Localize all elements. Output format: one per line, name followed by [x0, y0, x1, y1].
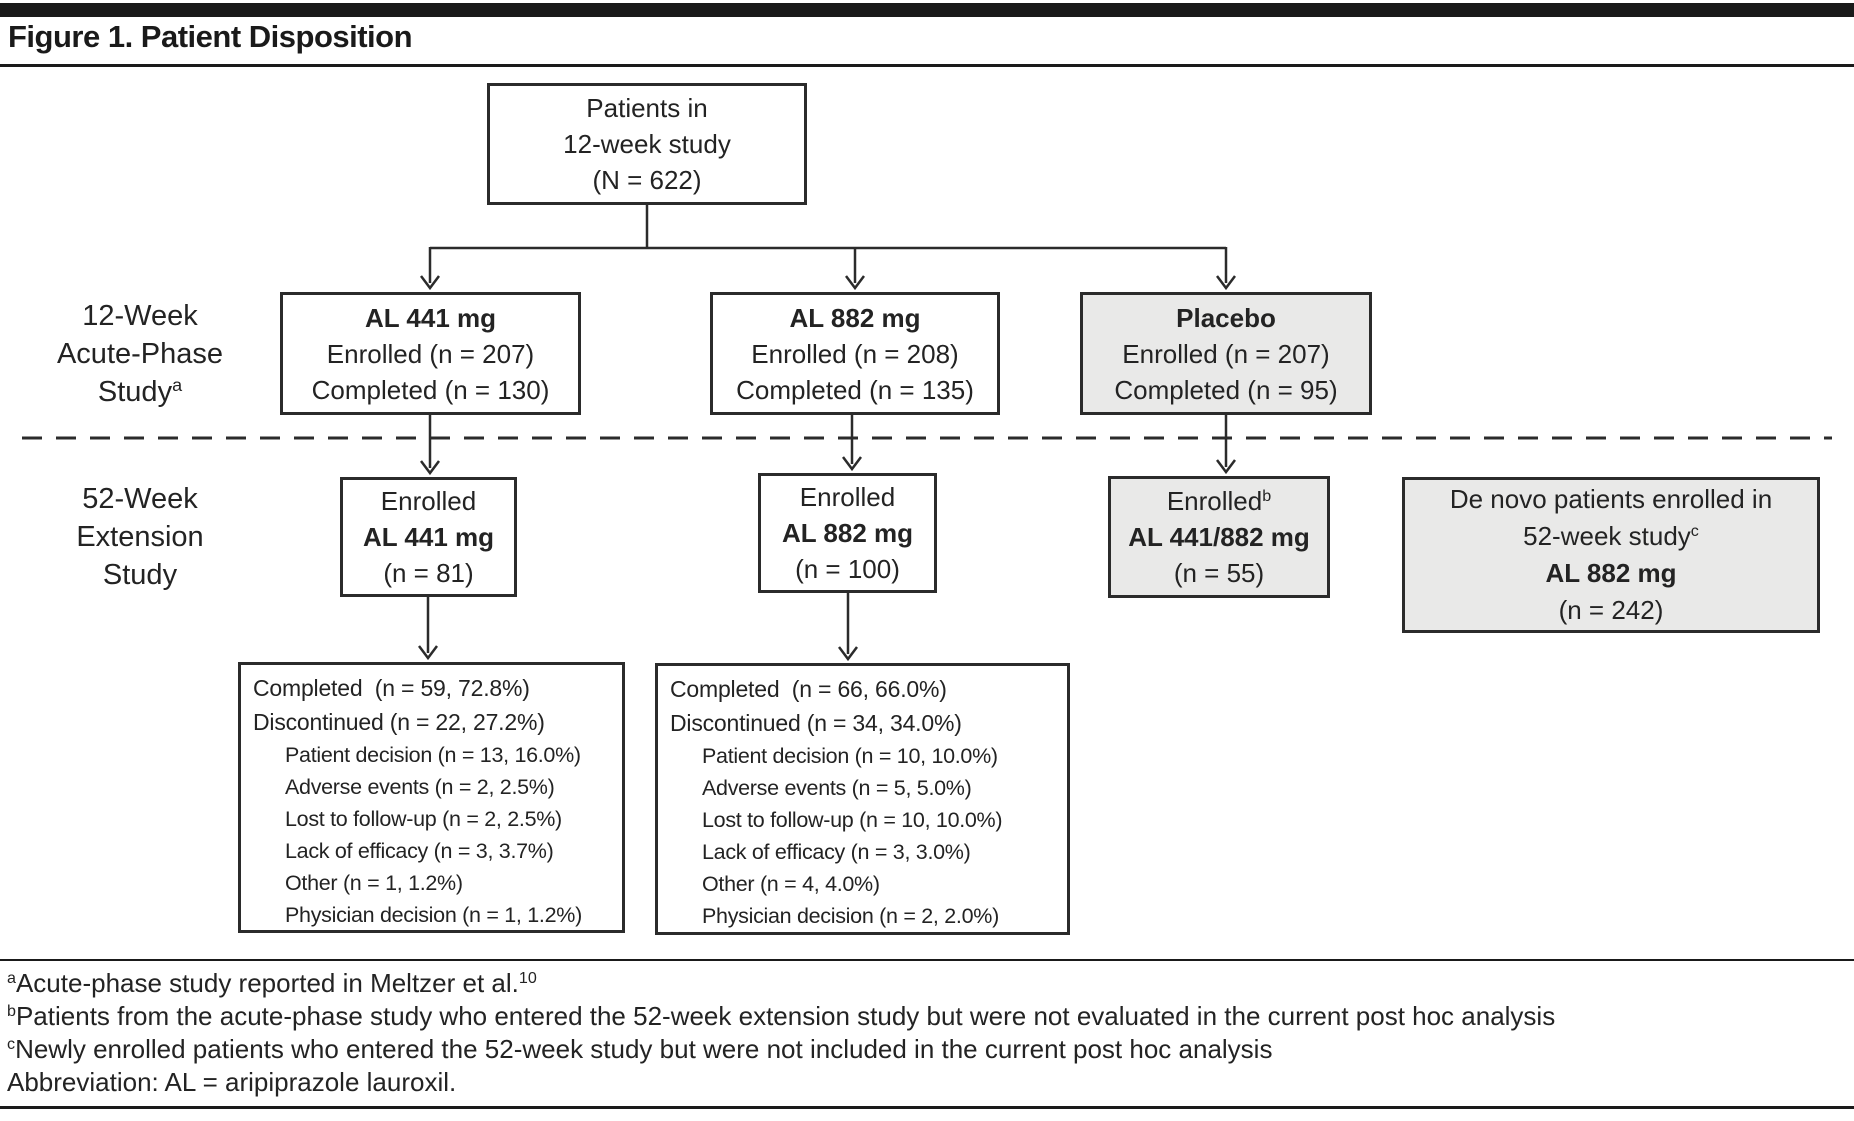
- node-acute-al882-title: AL 882 mg: [789, 302, 921, 333]
- top-black-bar: [0, 3, 1854, 17]
- node-ext-al882-title: AL 882 mg: [781, 518, 913, 548]
- footnote-c: cNewly enrolled patients who entered the…: [7, 1033, 1272, 1066]
- extension-phase-label: 52-Week Extension Study: [30, 480, 250, 594]
- footnote-top-rule: [0, 959, 1854, 961]
- node-ext-pooled: Enrolledb AL 441/882 mg (n = 55): [1108, 476, 1330, 598]
- arrowhead-al882-acute: [845, 275, 865, 291]
- footnote-c-marker: c: [7, 1035, 16, 1054]
- acute-phase-label: 12-Week Acute-Phase Studya: [30, 297, 250, 411]
- acute-phase-label-line3: Studya: [30, 373, 250, 411]
- outcome-al882-reason: Adverse events (n = 5, 5.0%): [702, 776, 972, 800]
- extension-phase-label-line1: 52-Week: [82, 483, 198, 515]
- node-patients-line1: Patients in: [586, 93, 708, 123]
- node-ext-al441-title: AL 441 mg: [362, 522, 494, 552]
- outcome-al441-reason: Other (n = 1, 1.2%): [285, 871, 463, 895]
- node-denovo-line1: De novo patients enrolled in: [1449, 484, 1773, 514]
- arrowhead-pooled-extension: [1216, 459, 1236, 475]
- footnote-b-text: Patients from the acute-phase study who …: [15, 1001, 1556, 1031]
- arrowhead-al882-outcome: [838, 646, 858, 662]
- node-acute-al441: AL 441 mg Enrolled (n = 207) Completed (…: [280, 292, 581, 415]
- node-denovo-line2-text: 52-week study: [1523, 521, 1691, 551]
- node-acute-al882-completed: Completed (n = 135): [736, 374, 974, 405]
- arrowhead-al441-outcome: [418, 645, 438, 661]
- outcome-al882-reason: Lack of efficacy (n = 3, 3.0%): [702, 840, 971, 864]
- node-acute-placebo-title: Placebo: [1176, 302, 1276, 333]
- node-ext-pooled-enrolled-text: Enrolled: [1166, 486, 1263, 516]
- title-divider-rule: [0, 64, 1854, 67]
- node-ext-al441: Enrolled AL 441 mg (n = 81): [340, 477, 517, 597]
- acute-phase-label-study: Study: [97, 376, 173, 408]
- node-ext-al882: Enrolled AL 882 mg (n = 100): [758, 473, 937, 593]
- outcome-al882-completed: Completed (n = 66, 66.0%): [670, 676, 947, 702]
- arrowhead-al441-acute: [420, 275, 440, 291]
- node-denovo-footnote-marker: c: [1690, 522, 1699, 541]
- node-denovo: De novo patients enrolled in 52-week stu…: [1402, 477, 1820, 633]
- outcome-al441-reason: Physician decision (n = 1, 1.2%): [285, 903, 582, 927]
- outcome-al441-reason: Lack of efficacy (n = 3, 3.7%): [285, 839, 554, 863]
- node-outcome-al441: Completed (n = 59, 72.8%) Discontinued (…: [238, 662, 625, 933]
- node-denovo-title: AL 882 mg: [1545, 558, 1677, 588]
- node-ext-pooled-enrolled: Enrolledb: [1111, 483, 1327, 519]
- node-acute-al441-completed: Completed (n = 130): [311, 374, 550, 405]
- node-ext-al882-n: (n = 100): [795, 554, 900, 584]
- outcome-al882-reason: Patient decision (n = 10, 10.0%): [702, 744, 998, 768]
- outcome-al441-discontinued: Discontinued (n = 22, 27.2%): [253, 709, 545, 735]
- node-ext-pooled-title: AL 441/882 mg: [1128, 522, 1310, 552]
- node-denovo-line2: 52-week studyc: [1405, 518, 1817, 555]
- outcome-al882-reason: Lost to follow-up (n = 10, 10.0%): [702, 808, 1003, 832]
- outcome-al441-reason: Patient decision (n = 13, 16.0%): [285, 743, 581, 767]
- extension-phase-label-line3: Study: [102, 559, 178, 591]
- node-acute-placebo: Placebo Enrolled (n = 207) Completed (n …: [1080, 292, 1372, 415]
- footnote-a: aAcute-phase study reported in Meltzer e…: [7, 967, 537, 1000]
- arrowhead-al441-extension: [420, 460, 440, 476]
- node-ext-pooled-n: (n = 55): [1173, 558, 1265, 588]
- footnote-a-text: Acute-phase study reported in Meltzer et…: [15, 968, 519, 998]
- node-denovo-n: (n = 242): [1558, 595, 1664, 625]
- outcome-al882-reason: Other (n = 4, 4.0%): [702, 872, 880, 896]
- outcome-al441-reason: Lost to follow-up (n = 2, 2.5%): [285, 807, 562, 831]
- footnote-a-marker: a: [7, 969, 16, 988]
- node-outcome-al882: Completed (n = 66, 66.0%) Discontinued (…: [655, 663, 1070, 935]
- node-ext-al441-n: (n = 81): [383, 558, 474, 588]
- node-acute-al441-enrolled: Enrolled (n = 207): [326, 338, 535, 369]
- node-ext-al441-enrolled: Enrolled: [380, 486, 477, 516]
- node-acute-al882-enrolled: Enrolled (n = 208): [751, 338, 959, 369]
- acute-phase-footnote-marker: a: [172, 375, 183, 396]
- footnote-c-text: Newly enrolled patients who entered the …: [15, 1034, 1273, 1064]
- figure-title: Figure 1. Patient Disposition: [8, 19, 413, 54]
- footnote-b: bPatients from the acute-phase study who…: [7, 1000, 1555, 1033]
- outcome-al882-discontinued: Discontinued (n = 34, 34.0%): [670, 710, 962, 736]
- footnote-a-citation: 10: [518, 969, 537, 988]
- outcome-al882-reason: Physician decision (n = 2, 2.0%): [702, 904, 999, 928]
- node-patients-line2: 12-week study: [563, 129, 731, 159]
- arrowhead-al882-extension: [842, 456, 862, 472]
- node-acute-placebo-completed: Completed (n = 95): [1114, 374, 1338, 405]
- outcome-al441-reason: Adverse events (n = 2, 2.5%): [285, 775, 555, 799]
- node-acute-placebo-enrolled: Enrolled (n = 207): [1122, 338, 1330, 369]
- arrowhead-placebo-acute: [1216, 275, 1236, 291]
- node-acute-al882: AL 882 mg Enrolled (n = 208) Completed (…: [710, 292, 1000, 415]
- node-patients-12week: Patients in 12-week study (N = 622): [487, 83, 807, 205]
- extension-phase-label-line2: Extension: [76, 521, 204, 553]
- node-acute-al441-title: AL 441 mg: [364, 302, 496, 333]
- node-ext-al882-enrolled: Enrolled: [799, 482, 896, 512]
- bottom-rule: [0, 1106, 1854, 1109]
- node-ext-pooled-footnote-marker: b: [1262, 487, 1272, 506]
- acute-phase-label-line1: 12-Week: [82, 300, 198, 332]
- footnote-abbreviation: Abbreviation: AL = aripiprazole lauroxil…: [7, 1067, 457, 1097]
- outcome-al441-completed: Completed (n = 59, 72.8%): [253, 675, 530, 701]
- footnote-b-marker: b: [7, 1002, 16, 1021]
- acute-phase-label-line2: Acute-Phase: [56, 338, 224, 370]
- node-patients-n: (N = 622): [592, 165, 702, 195]
